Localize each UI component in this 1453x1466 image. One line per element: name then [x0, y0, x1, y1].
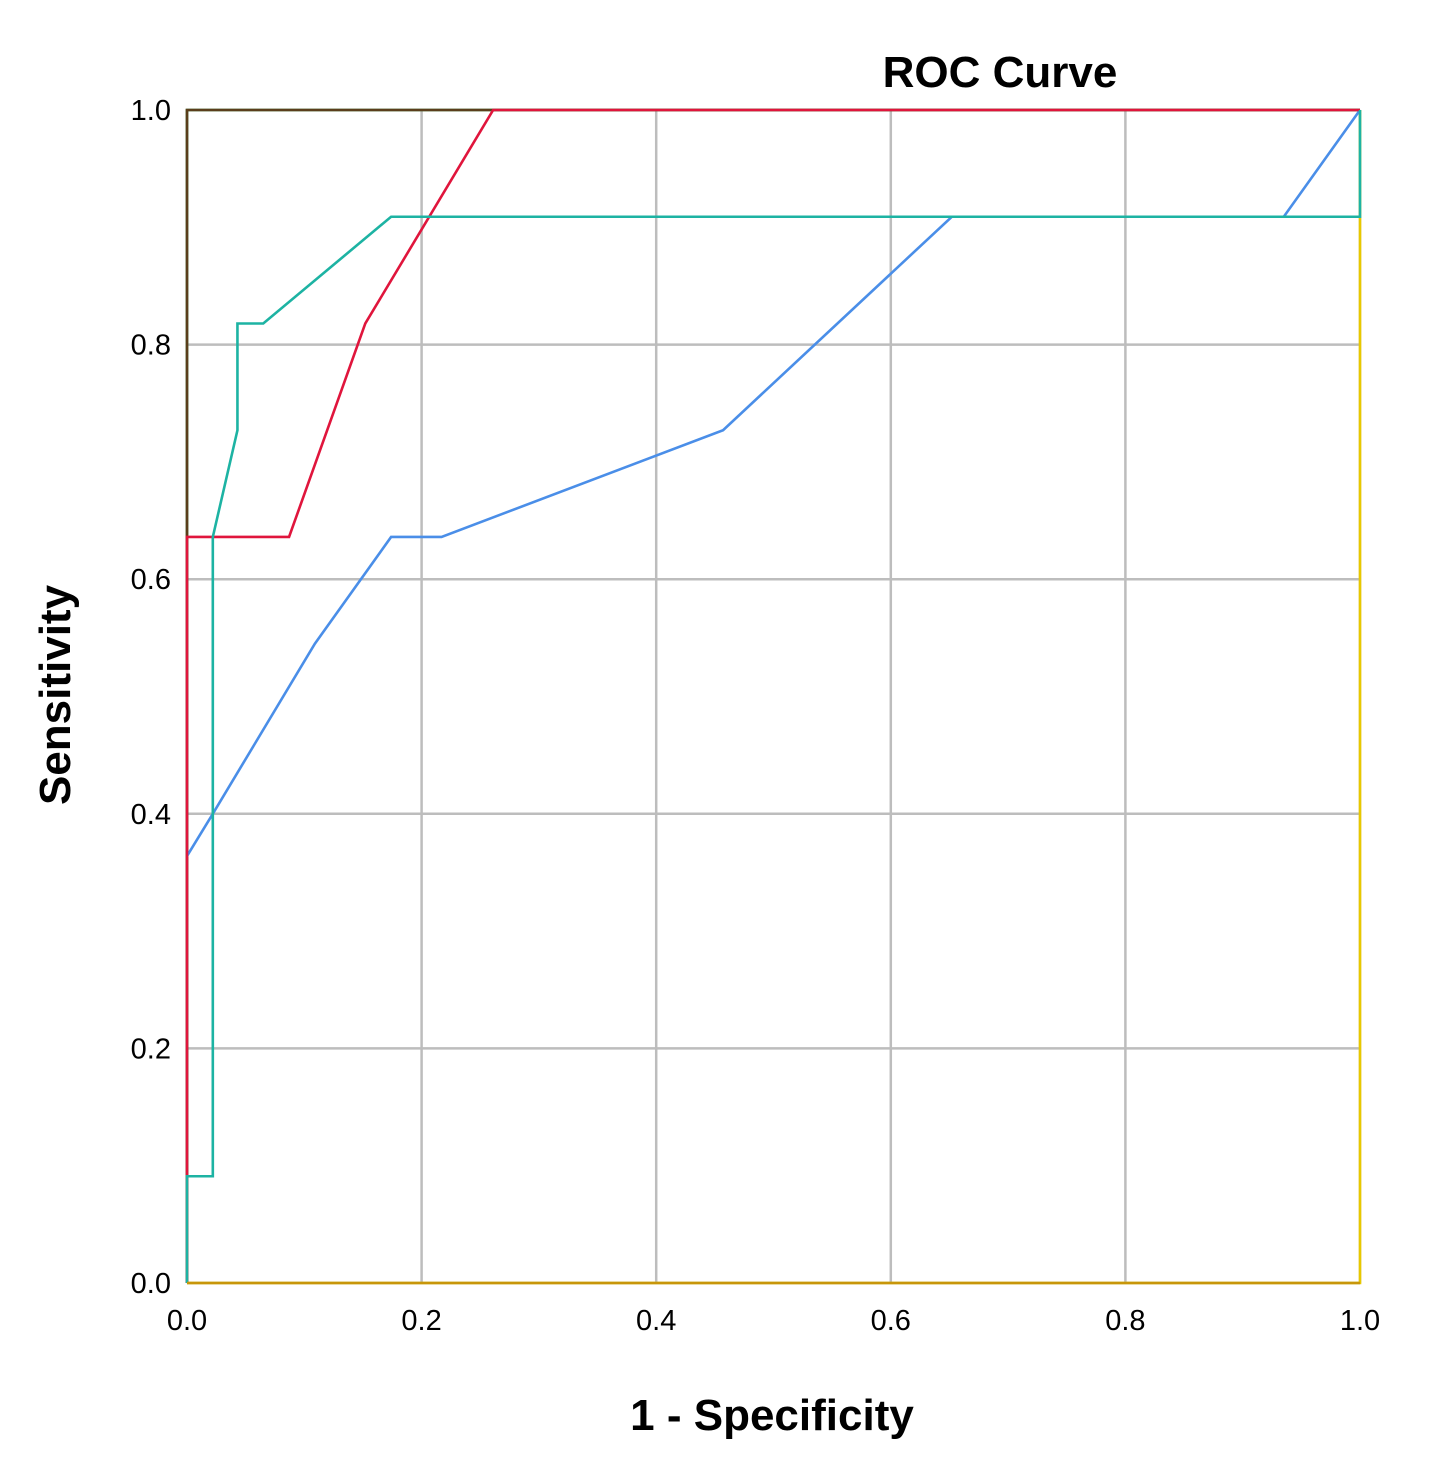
roc-series-line-2 [185, 108, 1360, 1283]
x-tick-label: 0.6 [871, 1305, 911, 1337]
x-axis-title: 1 - Specificity [630, 1391, 914, 1440]
roc-series-line-5 [185, 108, 1360, 1283]
y-tick-label: 0.4 [131, 799, 171, 831]
y-tick-label: 0.8 [131, 330, 171, 362]
roc-series-line-4 [185, 109, 1362, 857]
x-tick-label: 0.8 [1105, 1305, 1145, 1337]
tick-layer: 0.0 0.2 0.4 0.6 0.8 1.0 0.0 0.2 0.4 0.6 0.8 1.0 [131, 95, 1380, 1337]
grid-layer [185, 108, 1362, 1285]
y-axis-title: Sensitivity [31, 584, 80, 805]
y-tick-label: 0.6 [131, 564, 171, 596]
y-tick-label: 1.0 [131, 95, 171, 127]
x-tick-label: 0.2 [401, 1305, 441, 1337]
x-tick-label: 1.0 [1340, 1305, 1380, 1337]
x-tick-label: 0.4 [636, 1305, 676, 1337]
roc-series-line-3 [185, 108, 1360, 1283]
y-tick-label: 0.0 [131, 1268, 171, 1300]
chart-title: ROC Curve [883, 48, 1118, 97]
plot-frame [186, 109, 1361, 1284]
series-layer [185, 108, 1362, 1285]
roc-series-line-6 [185, 110, 1362, 1283]
y-tick-label: 0.2 [131, 1033, 171, 1065]
x-tick-label: 0.0 [167, 1305, 207, 1337]
roc-series-line-1 [187, 110, 1362, 1285]
